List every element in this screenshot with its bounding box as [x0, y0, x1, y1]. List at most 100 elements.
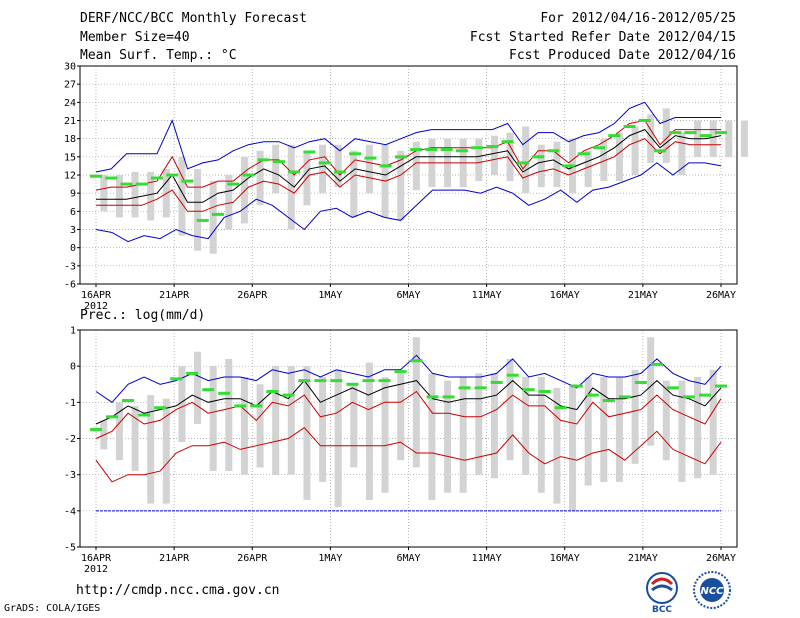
- temp-range-bar: [240, 156, 248, 224]
- prec-xtick-label: 26APR: [237, 553, 268, 564]
- temp-ytick-label: -3: [64, 261, 76, 272]
- prec-range-bar: [256, 384, 264, 468]
- temp-ytick-label: -6: [64, 280, 76, 291]
- prec-xtick-label: 11MAY: [472, 553, 502, 564]
- prec-obs-marker: [506, 373, 519, 377]
- temp-obs-marker: [425, 148, 438, 152]
- prec-xtick-label: 16MAY: [550, 553, 580, 564]
- prec-range-bar: [412, 337, 420, 468]
- temp-range-bar: [194, 168, 202, 251]
- member-size: Member Size=40: [80, 30, 190, 45]
- temp-xtick-label: 26APR: [237, 290, 268, 301]
- temp-obs-marker: [577, 152, 590, 156]
- prec-obs-marker: [346, 382, 359, 386]
- temp-ytick-label: 3: [70, 225, 76, 236]
- prec-range-bar: [319, 377, 327, 482]
- prec-obs-marker: [522, 388, 535, 392]
- temp-obs-marker: [471, 146, 484, 150]
- prec-ytick-label: -1: [64, 398, 76, 409]
- prec-series-lower: [95, 427, 722, 483]
- prec-range-bar: [365, 362, 373, 500]
- prec-obs-marker: [474, 386, 487, 390]
- temp-obs-marker: [608, 134, 621, 138]
- prec-range-bar: [600, 377, 608, 482]
- prec-range-bar: [428, 373, 436, 500]
- prec-range-bar: [694, 377, 702, 479]
- temp-ytick-label: 21: [64, 116, 76, 127]
- temp-panel: -6 -3 0 3 6 9 12 15 18 21 24 27 30 16APR 21APR 26APR 1MA…: [64, 62, 748, 312]
- prec-obs-marker: [410, 359, 423, 363]
- variable-label: Mean Surf. Temp.: °C: [80, 48, 237, 63]
- temp-range-bar: [365, 144, 373, 194]
- prec-obs-marker: [634, 380, 647, 384]
- temp-ytick-label: 30: [64, 62, 76, 73]
- prec-range-bar: [459, 377, 467, 493]
- chart-title: DERF/NCC/BCC Monthly Forecast: [80, 11, 307, 26]
- temp-xtick-label: 16APR: [81, 290, 112, 301]
- temp-range-bar: [506, 132, 514, 182]
- source-url[interactable]: http://cmdp.ncc.cma.gov.cn: [76, 583, 280, 598]
- temp-range-bar: [256, 150, 264, 206]
- prec-xtick-label: 1MAY: [318, 553, 342, 564]
- temp-obs-marker: [699, 134, 712, 138]
- prec-obs-marker: [698, 393, 711, 397]
- prec-xtick-label: 16APR: [81, 553, 112, 564]
- prec-obs-marker: [122, 399, 135, 403]
- temp-range-bar: [709, 120, 717, 157]
- temp-series-q75: [95, 119, 721, 191]
- temp-obs-marker: [135, 182, 148, 186]
- prec-obs-marker: [586, 393, 599, 397]
- prec-range-bar: [272, 366, 280, 475]
- prec-range-bar: [678, 380, 686, 482]
- prec-obs-marker: [202, 388, 215, 392]
- prec-obs-marker: [218, 391, 231, 395]
- prec-obs-marker: [186, 371, 199, 375]
- temp-range-bar: [100, 175, 108, 212]
- temp-xtick-label: 21MAY: [628, 290, 658, 301]
- prec-obs-marker: [650, 362, 663, 366]
- prec-range-bar: [287, 366, 295, 475]
- prec-obs-marker: [250, 404, 263, 408]
- temp-ytick-label: 18: [64, 134, 76, 145]
- prec-range-bar: [506, 358, 514, 461]
- forecast-start-date: Fcst Started Refer Date 2012/04/15: [469, 30, 736, 45]
- temp-range-bar: [475, 138, 483, 182]
- prec-range-bar: [647, 337, 655, 446]
- temp-xtick-label: 6MAY: [396, 290, 420, 301]
- temp-obs-marker: [227, 182, 240, 186]
- temp-range-bar: [287, 144, 295, 230]
- prec-series-upper: [95, 354, 722, 403]
- temp-obs-marker: [272, 160, 285, 164]
- temp-frame: [79, 65, 738, 285]
- prec-range-bar: [115, 402, 123, 461]
- temp-obs-marker: [623, 125, 636, 129]
- prec-obs-marker: [154, 406, 167, 410]
- prec-obs-marker: [682, 395, 695, 399]
- temp-obs-marker: [288, 170, 301, 174]
- temp-range-bar: [147, 171, 155, 221]
- temp-obs-marker: [211, 212, 224, 216]
- prec-obs-marker: [618, 395, 631, 399]
- prec-obs-marker: [234, 404, 247, 408]
- temp-range-bar: [397, 150, 405, 221]
- temp-range-bar: [740, 120, 748, 157]
- temp-range-bar: [725, 120, 733, 157]
- prec-obs-marker: [538, 389, 551, 393]
- prec-range-bar: [615, 377, 623, 482]
- prec-obs-marker: [666, 386, 679, 390]
- temp-range-bar: [209, 181, 217, 254]
- temp-obs-marker: [242, 173, 255, 177]
- prec-series-q75: [95, 390, 722, 439]
- temp-obs-marker: [440, 148, 453, 152]
- temp-obs-marker: [364, 156, 377, 160]
- temp-series-min: [95, 101, 721, 173]
- temp-ytick-label: 15: [64, 152, 76, 163]
- prec-obs-marker: [330, 379, 343, 383]
- prec-range-bar: [584, 377, 592, 486]
- temp-ytick-label: 6: [70, 207, 76, 218]
- temp-obs-marker: [349, 152, 362, 156]
- prec-ytick-label: -5: [64, 543, 76, 554]
- forecast-period: For 2012/04/16-2012/05/25: [540, 11, 736, 26]
- temp-obs-marker: [654, 149, 667, 153]
